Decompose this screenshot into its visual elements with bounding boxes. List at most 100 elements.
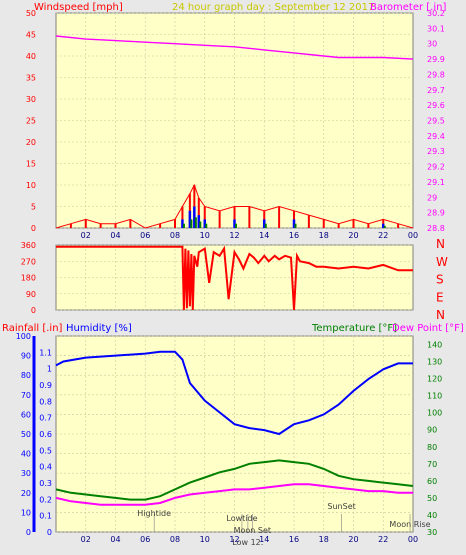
temperature-tick: 130	[427, 358, 442, 367]
temperature-tick: 120	[427, 375, 442, 384]
rainfall-tick: 0	[47, 528, 52, 537]
humidity-tick: 0	[26, 528, 31, 537]
humidity-tick: 20	[21, 489, 31, 498]
temp-grid	[56, 335, 413, 533]
humidity-tick: 60	[21, 410, 31, 419]
barometer-tick: 28.8	[427, 224, 445, 233]
windspeed-tick: 10	[26, 181, 36, 190]
barometer-tick: 29.9	[427, 55, 445, 64]
x-tick-label: 10	[200, 231, 210, 240]
windspeed-tick: 50	[26, 9, 36, 18]
temperature-tick: 40	[427, 511, 437, 520]
temperature-tick: 140	[427, 341, 442, 350]
compass-letter: S	[436, 273, 444, 287]
barometer-tick: 28.9	[427, 209, 445, 218]
rainfall-tick: 0.7	[39, 414, 52, 423]
direction-grid	[56, 244, 413, 311]
windspeed-tick: 35	[26, 74, 36, 83]
humidity-tick: 40	[21, 450, 31, 459]
barometer-tick: 29.5	[427, 117, 445, 126]
x-tick-label: 08	[170, 535, 180, 544]
humidity-label: Humidity [%]	[66, 323, 132, 334]
direction-tick: 0	[31, 306, 36, 315]
barometer-tick: 29.3	[427, 147, 445, 156]
dewpoint-line	[55, 483, 413, 506]
barometer-tick: 29.2	[427, 163, 445, 172]
compass-letter: N	[436, 237, 445, 251]
wind-x-axis: 02 04 06 08 10 12 14 16 18 20 22 00	[81, 231, 418, 240]
humidity-tick: 90	[21, 352, 31, 361]
windspeed-tick: 15	[26, 160, 36, 169]
windspeed-tick: 0	[31, 224, 36, 233]
barometer-tick: 29.7	[427, 86, 445, 95]
annotation-label: Lowtide	[226, 514, 257, 523]
direction-axis: 0 90 180 270 360	[21, 241, 36, 315]
humidity-line	[55, 350, 413, 436]
barometer-tick: 30.1	[427, 24, 445, 33]
windspeed-label: Windspeed [mph]	[34, 2, 123, 13]
temp-series	[55, 350, 414, 506]
x-tick-label: 08	[170, 231, 180, 240]
windspeed-tick: 25	[26, 117, 36, 126]
x-tick-label: 18	[319, 231, 329, 240]
barometer-tick: 29.6	[427, 101, 445, 110]
rainfall-tick: 0.8	[39, 397, 52, 406]
barometer-line	[55, 35, 414, 60]
rainfall-tick: 0.2	[39, 495, 52, 504]
humidity-tick: 50	[21, 430, 31, 439]
rainfall-axis: 0 0.1 0.2 0.3 0.4 0.5 0.6 0.7 0.8 0.9 1 1.1	[32, 336, 52, 537]
compass-letter: W	[436, 255, 448, 269]
windspeed-line	[55, 183, 414, 229]
rainfall-tick: 1.1	[39, 348, 52, 357]
x-tick-label: 02	[81, 231, 91, 240]
windspeed-tick: 45	[26, 31, 36, 40]
humidity-tick: 30	[21, 469, 31, 478]
temperature-tick: 100	[427, 409, 442, 418]
x-tick-label: 02	[81, 535, 91, 544]
dewpoint-label: Dew Point [°F]	[392, 323, 464, 334]
wind-barometer-series	[55, 35, 414, 229]
windspeed-tick: 5	[31, 203, 36, 212]
rainfall-tick: 0.9	[39, 381, 52, 390]
rainfall-tick: 0.3	[39, 479, 52, 488]
direction-tick: 180	[21, 274, 36, 283]
barometer-tick: 29	[427, 193, 437, 202]
humidity-tick: 70	[21, 391, 31, 400]
temp-x-axis: 02 04 06 08 10 12 14 16 18 20 22 00	[81, 535, 418, 544]
compass-letter: E	[436, 290, 444, 304]
temperature-tick: 30	[427, 528, 437, 537]
x-tick-label: 20	[348, 535, 358, 544]
temperature-line	[55, 459, 414, 501]
x-tick-label: 06	[140, 535, 150, 544]
x-tick-label: 16	[289, 231, 299, 240]
rainfall-tick: 0.4	[39, 463, 52, 472]
temperature-tick: 80	[427, 443, 437, 452]
windspeed-axis: 0 5 10 15 20 25 30 35 40 45 50	[26, 9, 36, 233]
rainfall-tick: 0.1	[39, 512, 52, 521]
barometer-label: Barometer [.in]	[370, 2, 446, 13]
graph-title: 24 hour graph day : September 12 2017	[172, 2, 374, 13]
windspeed-tick: 40	[26, 52, 36, 61]
temperature-tick: 50	[427, 494, 437, 503]
rainfall-tick: 0.5	[39, 446, 52, 455]
x-tick-label: 22	[378, 535, 388, 544]
x-tick-label: 10	[200, 535, 210, 544]
humidity-axis: 0 10 20 30 40 50 60 70 80 90 100	[16, 332, 31, 537]
x-tick-label: 06	[140, 231, 150, 240]
x-tick-label: 14	[259, 231, 269, 240]
x-tick-label: 20	[348, 231, 358, 240]
rainfall-tick: 0.6	[39, 430, 52, 439]
humidity-tick: 10	[21, 508, 31, 517]
temperature-axis: 30 40 50 60 70 80 90 100 110 120 130 140	[427, 341, 442, 537]
annotation-label: Hightide	[137, 509, 171, 518]
direction-line	[56, 245, 413, 311]
annotation-label: Moon Rise	[389, 520, 430, 529]
humidity-tick: 100	[16, 332, 31, 341]
barometer-tick: 29.1	[427, 178, 445, 187]
x-tick-label: 16	[289, 535, 299, 544]
direction-series	[56, 245, 413, 311]
temperature-tick: 70	[427, 460, 437, 469]
barometer-tick: 30	[427, 40, 437, 49]
annotation-label: Moon Set	[234, 526, 271, 535]
